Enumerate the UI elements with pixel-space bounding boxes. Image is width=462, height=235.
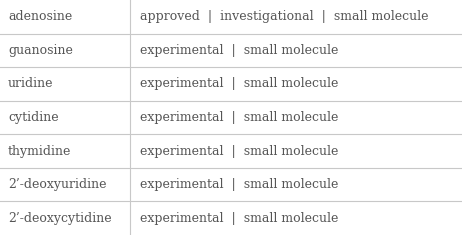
Text: experimental  |  small molecule: experimental | small molecule — [140, 111, 338, 124]
Text: approved  |  investigational  |  small molecule: approved | investigational | small molec… — [140, 10, 428, 23]
Text: experimental  |  small molecule: experimental | small molecule — [140, 178, 338, 191]
Text: uridine: uridine — [8, 77, 54, 90]
Text: experimental  |  small molecule: experimental | small molecule — [140, 77, 338, 90]
Text: 2’-deoxyuridine: 2’-deoxyuridine — [8, 178, 107, 191]
Text: experimental  |  small molecule: experimental | small molecule — [140, 212, 338, 225]
Text: adenosine: adenosine — [8, 10, 72, 23]
Text: experimental  |  small molecule: experimental | small molecule — [140, 44, 338, 57]
Text: experimental  |  small molecule: experimental | small molecule — [140, 145, 338, 158]
Text: 2’-deoxycytidine: 2’-deoxycytidine — [8, 212, 112, 225]
Text: guanosine: guanosine — [8, 44, 73, 57]
Text: thymidine: thymidine — [8, 145, 71, 158]
Text: cytidine: cytidine — [8, 111, 59, 124]
